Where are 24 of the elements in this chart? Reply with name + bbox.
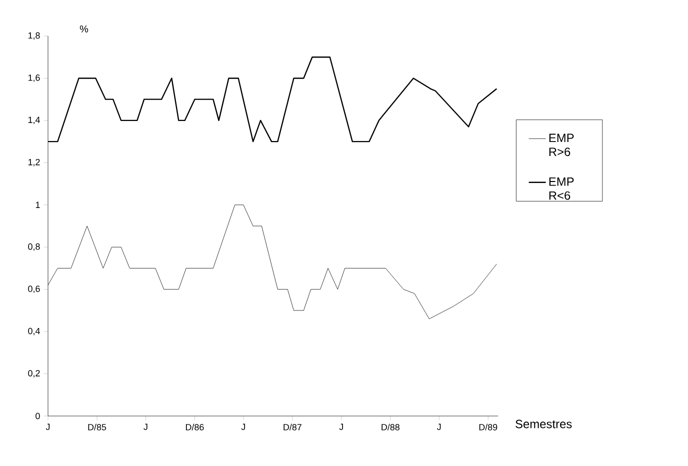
y-tick-label: 0: [36, 412, 40, 420]
y-tick-label: 1,2: [28, 158, 40, 166]
x-tick-label: J: [144, 424, 148, 430]
y-tick-label: 0,4: [28, 328, 40, 336]
x-tick-label: D/86: [186, 424, 204, 430]
x-tick-label: D/88: [382, 424, 400, 430]
y-tick-label: 0,2: [28, 370, 40, 378]
x-tick-label: J: [241, 424, 245, 430]
y-tick-label: 0,6: [28, 286, 40, 294]
x-tick-label: D/87: [284, 424, 302, 430]
legend-label: EMP R>6: [549, 134, 574, 156]
x-axis-title: Semestres: [516, 420, 572, 428]
legend-label: EMP R<6: [549, 178, 574, 200]
y-tick-label: 1,6: [28, 74, 40, 82]
y-tick-label: 1: [36, 202, 40, 208]
x-tick-label: D/89: [479, 424, 498, 430]
x-tick-label: D/85: [88, 424, 106, 430]
x-tick-label: J: [437, 424, 441, 430]
x-tick-label: J: [339, 424, 343, 430]
y-tick-label: 0,8: [28, 243, 40, 251]
y-tick-label: 1,4: [28, 116, 40, 124]
y-axis-title: %: [80, 25, 88, 32]
x-tick-label: J: [46, 424, 50, 430]
y-tick-label: 1,8: [28, 32, 40, 40]
